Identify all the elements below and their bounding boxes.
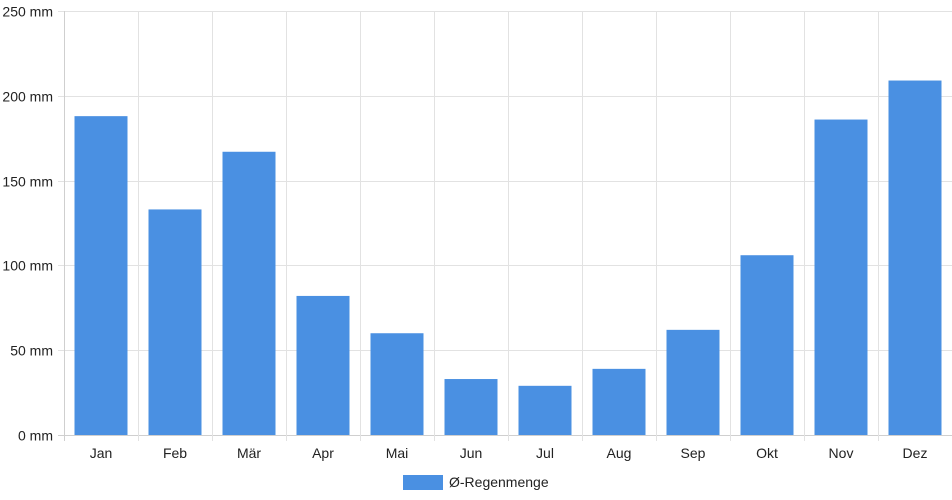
bar-nov[interactable] — [814, 119, 868, 435]
bar-apr[interactable] — [296, 295, 350, 435]
legend-swatch[interactable] — [403, 475, 443, 490]
legend[interactable]: Ø-Regenmenge — [403, 474, 549, 490]
bar-jul[interactable] — [518, 385, 572, 435]
bar-layer — [74, 80, 942, 435]
axis-layer: 0 mm 50 mm 100 mm 150 mm 200 mm 250 mm Jan Feb M… — [2, 4, 927, 462]
grid-layer — [58, 11, 952, 441]
bar-mär[interactable] — [222, 151, 276, 435]
bar-feb[interactable] — [148, 209, 202, 435]
x-tick-label: Jan — [90, 445, 113, 461]
y-tick-label: 250 mm — [2, 4, 53, 20]
x-tick-label: Mai — [386, 445, 409, 461]
x-tick-label: Jun — [460, 445, 483, 461]
y-tick-label: 200 mm — [2, 89, 53, 105]
x-tick-label: Jul — [536, 445, 554, 461]
bar-okt[interactable] — [740, 255, 794, 435]
legend-label[interactable]: Ø-Regenmenge — [449, 474, 549, 490]
bar-jan[interactable] — [74, 116, 128, 435]
x-tick-label: Okt — [756, 445, 778, 461]
bar-mai[interactable] — [370, 333, 424, 435]
x-tick-label: Sep — [681, 445, 706, 461]
y-tick-label: 0 mm — [18, 428, 53, 444]
x-tick-label: Apr — [312, 445, 334, 461]
bar-sep[interactable] — [666, 329, 720, 435]
x-tick-label: Aug — [607, 445, 632, 461]
bar-jun[interactable] — [444, 379, 498, 435]
y-tick-label: 100 mm — [2, 258, 53, 274]
y-tick-label: 150 mm — [2, 174, 53, 190]
x-tick-label: Dez — [903, 445, 928, 461]
bar-dez[interactable] — [888, 80, 942, 435]
y-tick-label: 50 mm — [10, 343, 53, 359]
bar-aug[interactable] — [592, 368, 646, 435]
x-tick-label: Nov — [829, 445, 854, 461]
x-tick-label: Mär — [237, 445, 261, 461]
x-tick-label: Feb — [163, 445, 187, 461]
